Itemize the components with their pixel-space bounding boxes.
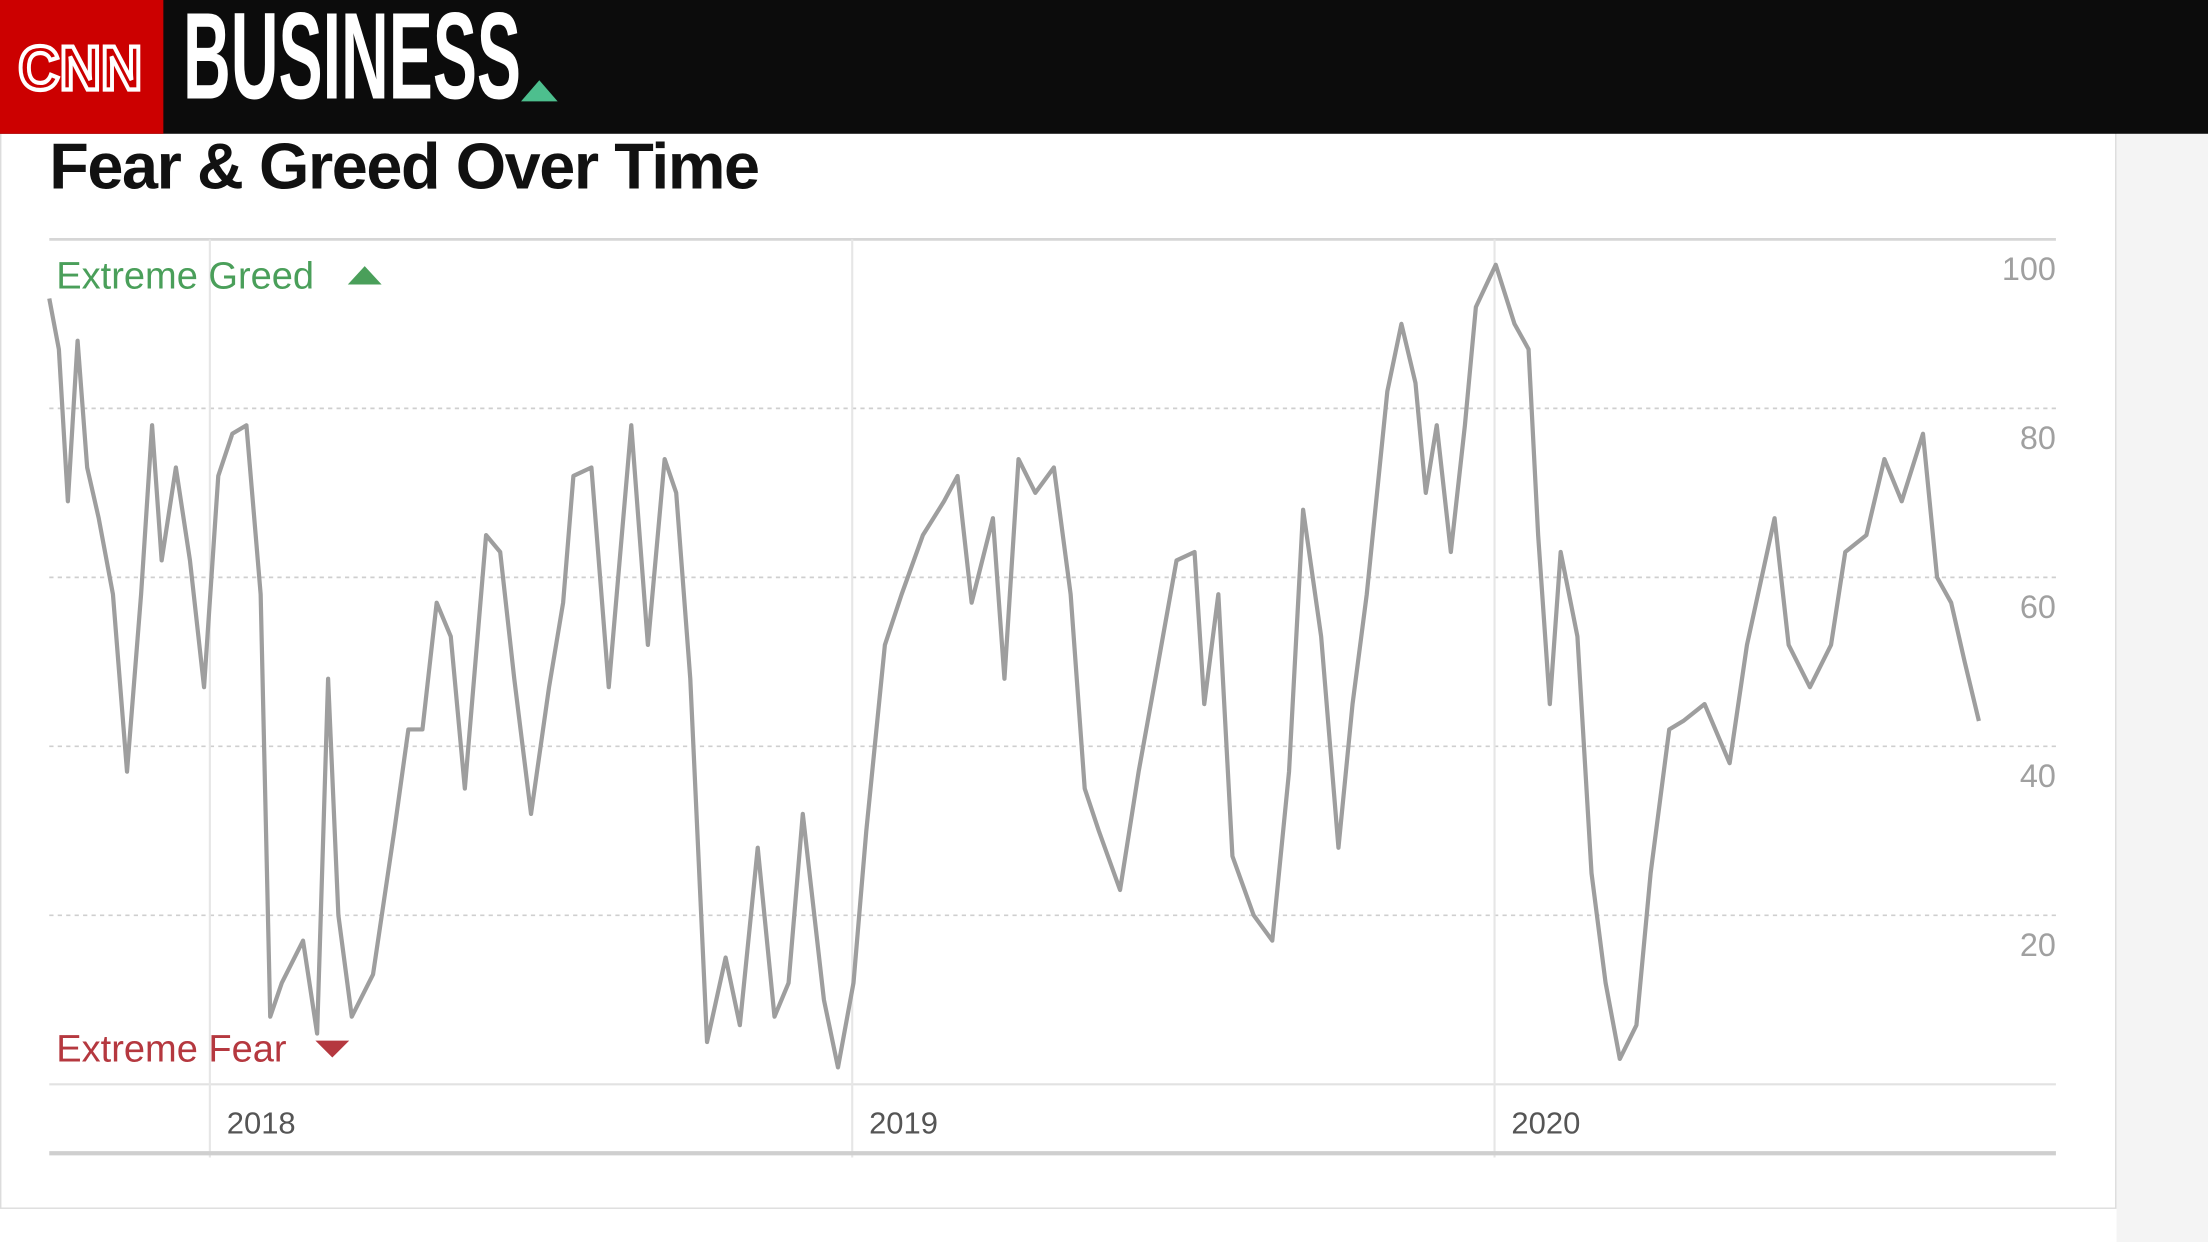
y-tick-label: 100 xyxy=(2002,251,2056,287)
y-tick-label: 80 xyxy=(2020,420,2056,456)
y-tick-label: 60 xyxy=(2020,589,2056,625)
greed-arrow xyxy=(347,266,382,285)
line xyxy=(47,262,1981,1070)
y-tick-label: 40 xyxy=(2020,758,2056,794)
greed-label: Extreme Greed xyxy=(56,256,314,298)
x-tick-label: 2019 xyxy=(869,1106,938,1141)
y-tick-label: 20 xyxy=(2020,927,2056,963)
card xyxy=(0,111,2117,1209)
section-name[interactable]: BUSINESS xyxy=(183,0,521,126)
x-tick-label: 2020 xyxy=(1511,1106,1580,1141)
logo[interactable]: CNN xyxy=(16,32,144,105)
logo-block xyxy=(0,0,164,134)
header-bar xyxy=(0,0,2208,134)
side-gutter xyxy=(2116,133,2208,1242)
fear-label: Extreme Fear xyxy=(56,1029,287,1071)
logo-triangle xyxy=(521,80,558,102)
x-tick-label: 2018 xyxy=(227,1106,296,1141)
chart-title: Fear & Greed Over Time xyxy=(49,130,758,203)
fear-arrow xyxy=(315,1040,350,1058)
